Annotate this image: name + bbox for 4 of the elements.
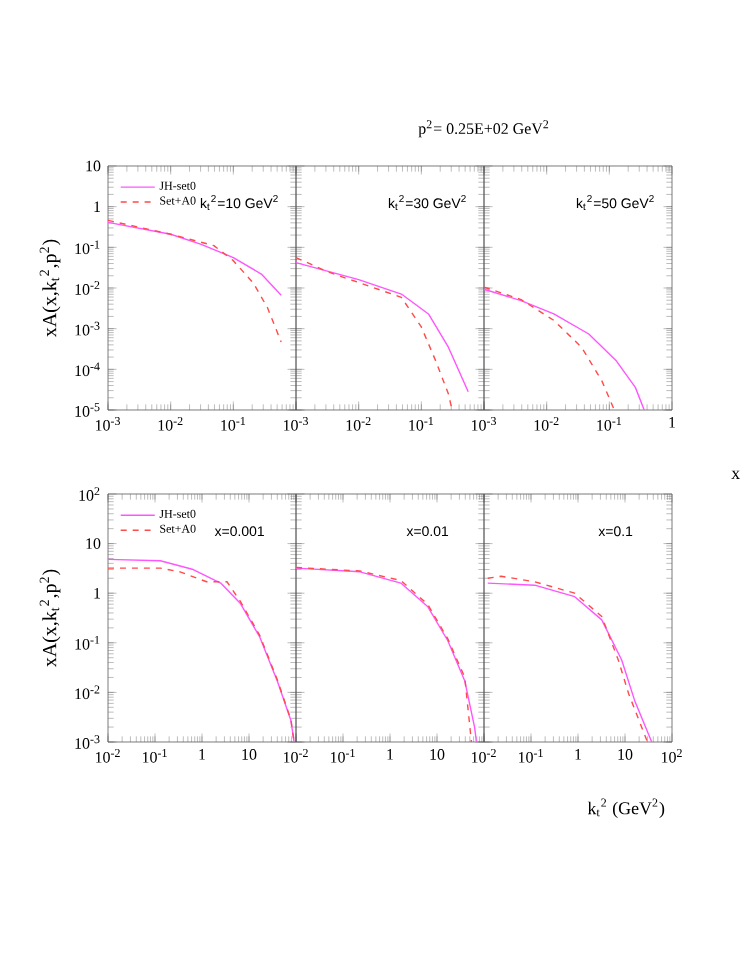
y-axis-title: xA(x,k$_{t}$$^{2}$,p$^{2}$) [39, 239, 61, 337]
y-axis-title: xA(x,k$_{t}$$^{2}$,p$^{2}$) [39, 569, 61, 667]
x-axis-title: k$_{t}$$^{2}$ (GeV$^{2}$) [587, 798, 665, 818]
x-axis-title: x [731, 470, 740, 479]
